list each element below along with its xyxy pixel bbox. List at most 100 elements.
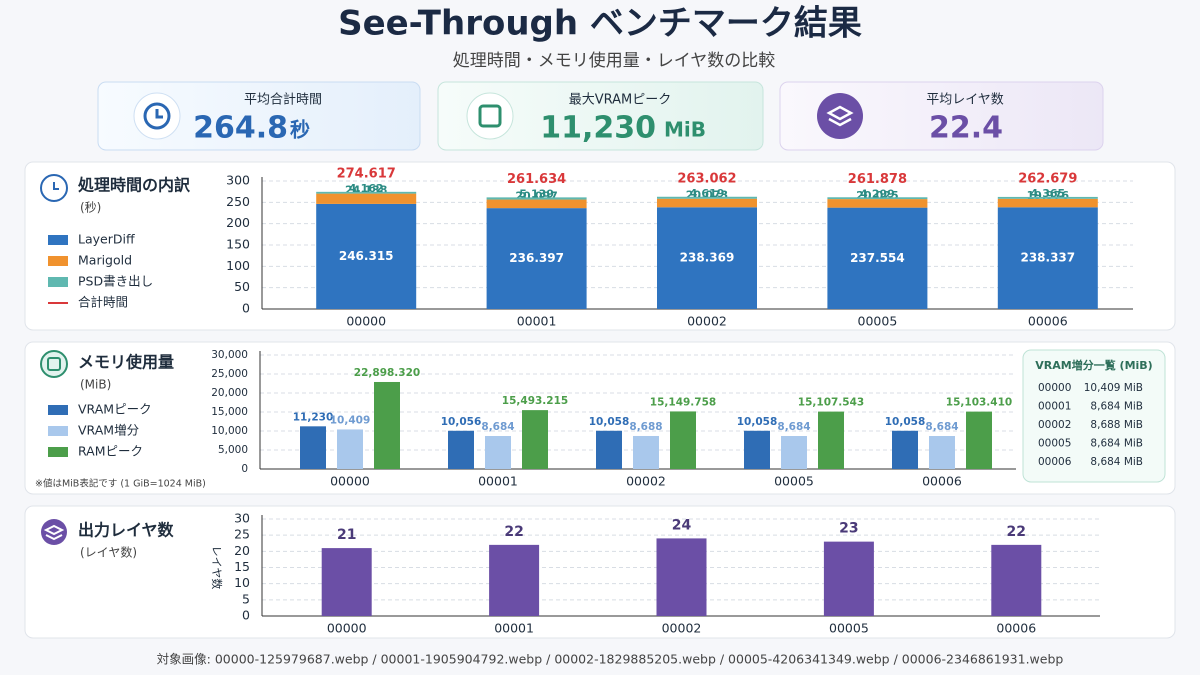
data-label: 237.554 bbox=[850, 251, 905, 265]
kpi-label: 平均合計時間 bbox=[244, 92, 322, 108]
icon bbox=[47, 357, 61, 371]
y-tick-label: 20 bbox=[234, 543, 250, 558]
chart-subtitle: (秒) bbox=[80, 201, 101, 215]
data-label: 10,058 bbox=[737, 416, 778, 428]
bar bbox=[991, 544, 1042, 616]
legend-swatch bbox=[48, 235, 68, 245]
x-tick-label: 00006 bbox=[922, 474, 962, 489]
x-tick-label: 00002 bbox=[662, 621, 702, 636]
x-tick-label: 00005 bbox=[829, 621, 869, 636]
kpi-value: 11,230 bbox=[540, 111, 656, 146]
y-tick-label: 20,000 bbox=[211, 387, 248, 399]
legend-swatch bbox=[48, 447, 68, 457]
y-tick-label: 150 bbox=[226, 237, 250, 252]
icon bbox=[41, 519, 67, 545]
chart-title: 処理時間の内訳 bbox=[78, 176, 191, 195]
x-tick-label: 00002 bbox=[687, 314, 727, 329]
bar bbox=[300, 426, 326, 469]
x-tick-label: 00005 bbox=[774, 474, 814, 489]
y-tick-label: 5 bbox=[242, 591, 250, 606]
title: See-Through ベンチマーク結果 bbox=[338, 4, 862, 44]
data-label: 4.365 bbox=[1030, 187, 1065, 200]
kpi-unit: MiB bbox=[664, 118, 706, 142]
icon bbox=[817, 93, 863, 139]
kpi-card bbox=[779, 81, 1104, 151]
chart-subtitle: (MiB) bbox=[80, 378, 111, 392]
kpi-card bbox=[97, 81, 421, 151]
icon bbox=[155, 109, 163, 119]
x-tick-label: 00005 bbox=[858, 314, 898, 329]
icon bbox=[466, 92, 514, 140]
bar bbox=[522, 410, 548, 469]
legend-swatch bbox=[48, 426, 68, 436]
panel bbox=[24, 505, 1176, 639]
bar bbox=[823, 541, 874, 616]
bar-segment bbox=[827, 199, 928, 208]
data-label: 22,898.320 bbox=[354, 367, 420, 379]
bar-segment bbox=[657, 198, 757, 208]
y-tick-label: 30 bbox=[234, 511, 250, 526]
data-label: 238.337 bbox=[1020, 251, 1075, 265]
bar-segment bbox=[486, 199, 587, 209]
data-label: 8,684 bbox=[925, 421, 958, 433]
table-cell: 8,684 MiB bbox=[1090, 438, 1143, 450]
footer: 対象画像: 00000-125979687.webp / 00001-19059… bbox=[157, 652, 1064, 667]
y-tick-label: 0 bbox=[242, 301, 250, 316]
data-label: 24 bbox=[672, 517, 692, 533]
total-label: 263.062 bbox=[677, 171, 736, 186]
legend-label: PSD書き出し bbox=[78, 274, 153, 289]
bar-segment bbox=[997, 207, 1098, 309]
y-tick-label: 15,000 bbox=[211, 406, 248, 418]
chart-title: メモリ使用量 bbox=[78, 353, 174, 372]
table-title: VRAM増分一覧 (MiB) bbox=[1035, 358, 1152, 372]
data-label: 4.299 bbox=[860, 187, 895, 200]
total-label: 261.878 bbox=[848, 172, 907, 187]
x-tick-label: 00006 bbox=[996, 621, 1036, 636]
icon bbox=[143, 102, 171, 130]
icon bbox=[478, 104, 502, 128]
data-label: 8,684 bbox=[777, 421, 810, 433]
y-tick-label: 25 bbox=[234, 527, 250, 542]
data-label: 8,684 bbox=[481, 421, 514, 433]
legend-label: VRAMピーク bbox=[78, 402, 152, 417]
total-label: 262.679 bbox=[1018, 171, 1077, 186]
data-label: 10,056 bbox=[441, 416, 482, 428]
data-label: 15,103.410 bbox=[946, 397, 1012, 409]
legend-swatch bbox=[48, 405, 68, 415]
x-tick-label: 00000 bbox=[327, 621, 367, 636]
legend-swatch bbox=[48, 256, 68, 266]
bar bbox=[781, 436, 807, 469]
data-label: 10,058 bbox=[885, 416, 926, 428]
table-cell: 00005 bbox=[1038, 438, 1071, 450]
y-tick-label: 50 bbox=[234, 279, 250, 294]
bar-segment bbox=[997, 196, 1098, 199]
bar-segment bbox=[657, 207, 757, 309]
x-tick-label: 00000 bbox=[330, 474, 370, 489]
bar-segment bbox=[316, 191, 417, 194]
kpi-unit: 秒 bbox=[290, 118, 310, 142]
data-label: 15,493.215 bbox=[502, 395, 568, 407]
x-tick-label: 00002 bbox=[626, 474, 666, 489]
icon bbox=[40, 350, 68, 378]
kpi-value: 22.4 bbox=[929, 111, 1003, 146]
y-axis-label: レイヤ数 bbox=[210, 546, 223, 590]
chart-title: 出力レイヤ数 bbox=[78, 521, 175, 540]
legend-label: RAMピーク bbox=[78, 444, 143, 459]
legend-label: LayerDiff bbox=[78, 232, 135, 247]
bar-segment bbox=[486, 197, 587, 200]
bar bbox=[489, 544, 540, 616]
kpi-value: 264.8 bbox=[193, 111, 288, 146]
table-cell: 00006 bbox=[1038, 456, 1072, 468]
table-cell: 8,684 MiB bbox=[1090, 401, 1143, 413]
bar bbox=[656, 538, 707, 616]
x-tick-label: 00001 bbox=[494, 621, 534, 636]
subtitle: 処理時間・メモリ使用量・レイヤ数の比較 bbox=[453, 50, 776, 71]
icon bbox=[826, 105, 854, 127]
kpi-label: 平均レイヤ数 bbox=[926, 93, 1004, 108]
y-tick-label: 25,000 bbox=[211, 368, 248, 380]
bar bbox=[818, 411, 844, 469]
table-box bbox=[1022, 349, 1166, 483]
bar-segment bbox=[827, 207, 928, 309]
